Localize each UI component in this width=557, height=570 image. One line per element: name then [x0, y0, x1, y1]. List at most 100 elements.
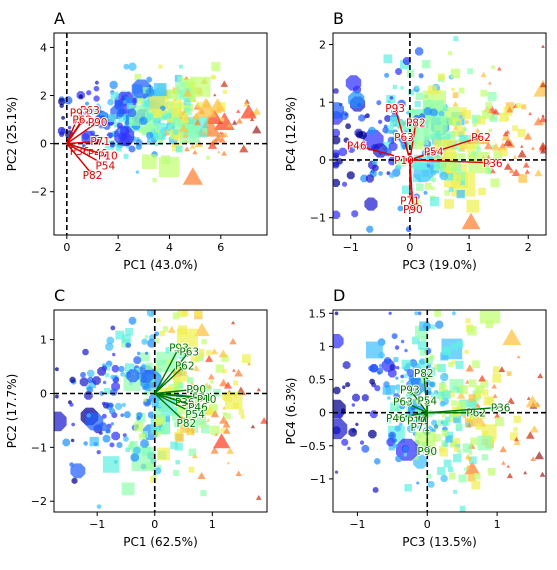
data-point	[170, 441, 178, 450]
data-point	[120, 413, 124, 417]
vector-arrowhead	[190, 387, 197, 393]
data-point	[539, 471, 546, 477]
vector-label: P62	[175, 360, 195, 372]
vector-label: P71	[90, 136, 110, 148]
data-point	[451, 130, 458, 137]
data-point	[333, 386, 341, 395]
data-point	[210, 410, 220, 418]
data-point	[400, 379, 404, 384]
vector-arrowhead	[75, 112, 81, 118]
data-point	[427, 481, 435, 488]
data-point	[403, 453, 407, 457]
data-point	[453, 489, 458, 494]
data-point	[240, 104, 257, 119]
data-point	[106, 336, 115, 345]
data-point	[414, 431, 436, 452]
data-point	[419, 358, 426, 365]
data-point	[151, 310, 156, 315]
data-point	[108, 132, 114, 138]
data-point	[431, 186, 435, 190]
data-point	[153, 426, 160, 432]
data-point	[472, 122, 477, 127]
vector-label: P90	[88, 117, 108, 129]
data-point	[229, 338, 237, 345]
data-point	[196, 387, 204, 394]
data-point	[540, 148, 546, 154]
data-point	[491, 144, 496, 149]
data-point	[414, 100, 421, 108]
panel-label: A	[54, 9, 65, 28]
data-point	[384, 72, 389, 78]
loading-vector	[154, 351, 190, 394]
data-point	[345, 123, 351, 129]
data-point	[167, 89, 178, 99]
data-point	[468, 379, 477, 387]
data-point	[434, 310, 442, 317]
data-point	[179, 64, 183, 69]
data-point	[369, 364, 378, 373]
data-point	[61, 116, 65, 120]
x-axis-label: PC3 (19.0%)	[402, 258, 477, 272]
data-point	[353, 85, 361, 94]
data-point	[517, 128, 526, 137]
data-point	[99, 391, 104, 396]
data-point	[484, 161, 489, 166]
data-point	[431, 177, 436, 183]
data-point	[462, 414, 467, 418]
data-point	[145, 362, 153, 370]
data-point	[123, 436, 129, 442]
data-point	[188, 349, 193, 355]
data-point	[441, 346, 451, 356]
data-point	[145, 88, 155, 97]
data-point	[109, 442, 115, 448]
loading-vector	[154, 347, 180, 394]
data-point	[462, 443, 472, 453]
data-point	[384, 115, 392, 122]
data-point	[474, 391, 481, 398]
data-point	[93, 95, 100, 102]
data-point	[460, 180, 466, 185]
data-point	[150, 476, 157, 483]
data-point	[470, 411, 478, 419]
x-tick-label: 0	[63, 241, 70, 254]
data-point	[415, 140, 424, 150]
data-point	[226, 447, 234, 454]
data-point	[177, 382, 184, 389]
loading-vector	[427, 406, 501, 414]
data-point	[419, 321, 429, 331]
data-point	[471, 480, 481, 490]
data-point	[436, 90, 441, 94]
data-point	[115, 145, 122, 152]
vector-label: P54	[424, 146, 444, 158]
data-point	[438, 73, 445, 81]
data-point	[87, 376, 94, 383]
data-point	[452, 101, 459, 107]
data-point	[148, 389, 152, 393]
data-point	[424, 183, 432, 190]
vector-arrowhead	[85, 110, 90, 116]
vector-arrowhead	[99, 160, 106, 166]
data-point	[397, 205, 404, 212]
data-point	[140, 352, 149, 362]
data-point	[440, 373, 449, 382]
data-point	[478, 411, 486, 420]
data-point	[177, 75, 183, 81]
data-point	[190, 354, 199, 363]
data-point	[348, 146, 355, 153]
data-point	[64, 96, 73, 105]
data-point	[456, 190, 465, 199]
data-point	[201, 339, 207, 345]
data-point	[82, 144, 86, 148]
data-point	[172, 129, 179, 135]
data-point	[71, 477, 78, 484]
data-point	[133, 422, 144, 432]
data-point	[464, 460, 480, 475]
data-point	[176, 328, 198, 350]
data-point	[154, 109, 162, 117]
vector-label: P62	[471, 132, 491, 144]
vector-label: P36	[483, 158, 503, 170]
data-point	[378, 363, 383, 368]
data-point	[480, 89, 488, 97]
